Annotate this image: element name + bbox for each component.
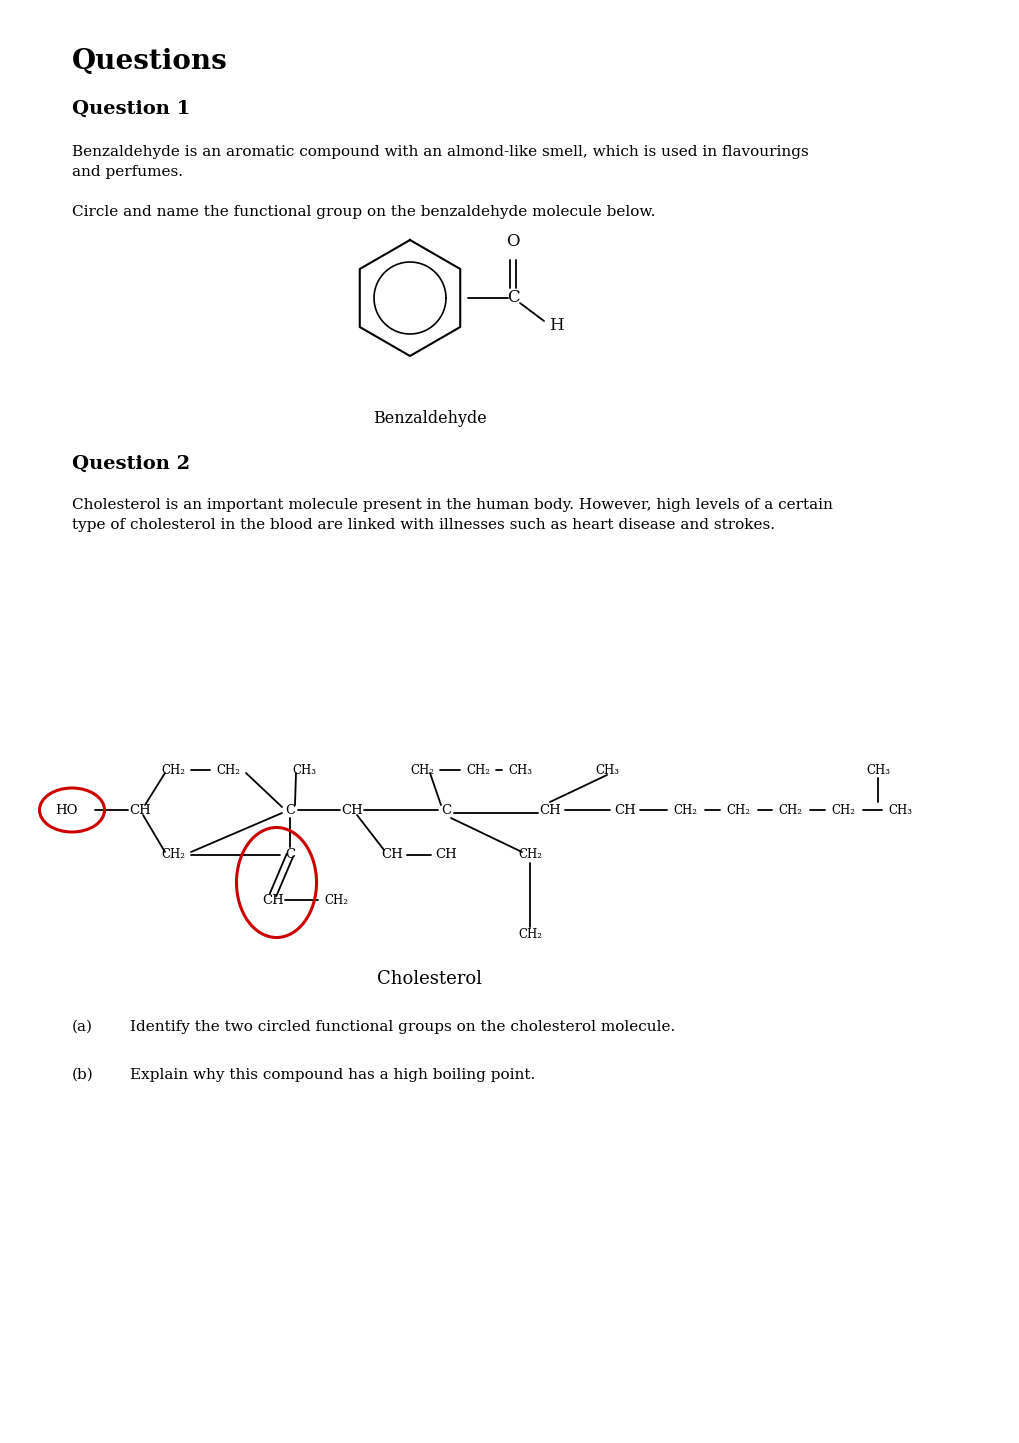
Text: CH₂: CH₂ — [161, 848, 184, 861]
Text: CH₂: CH₂ — [410, 763, 433, 776]
Text: C: C — [284, 848, 294, 861]
Text: CH₂: CH₂ — [830, 804, 854, 817]
Text: CH₂: CH₂ — [726, 804, 749, 817]
Text: C: C — [506, 290, 519, 306]
Text: CH: CH — [129, 804, 151, 817]
Text: CH₂: CH₂ — [673, 804, 696, 817]
Text: O: O — [505, 234, 520, 251]
Text: CH₂: CH₂ — [777, 804, 801, 817]
Text: CH: CH — [340, 804, 363, 817]
Text: Question 2: Question 2 — [72, 455, 190, 473]
Text: H: H — [548, 317, 562, 335]
Text: CH₂: CH₂ — [518, 928, 541, 941]
Text: C: C — [440, 804, 450, 817]
Text: Questions: Questions — [72, 48, 227, 75]
Text: CH: CH — [539, 804, 560, 817]
Text: CH₃: CH₃ — [507, 763, 532, 776]
Text: CH: CH — [262, 893, 283, 906]
Text: Circle and name the functional group on the benzaldehyde molecule below.: Circle and name the functional group on … — [72, 205, 655, 219]
Text: Identify the two circled functional groups on the cholesterol molecule.: Identify the two circled functional grou… — [129, 1020, 675, 1035]
Text: CH: CH — [435, 848, 457, 861]
Text: CH₂: CH₂ — [216, 763, 239, 776]
Text: (a): (a) — [72, 1020, 93, 1035]
Text: (b): (b) — [72, 1068, 94, 1082]
Text: CH₂: CH₂ — [466, 763, 489, 776]
Text: CH: CH — [381, 848, 403, 861]
Text: CH₃: CH₃ — [291, 763, 316, 776]
Text: CH₂: CH₂ — [324, 893, 347, 906]
Text: CH₂: CH₂ — [518, 848, 541, 861]
Text: CH₃: CH₃ — [888, 804, 911, 817]
Text: Question 1: Question 1 — [72, 100, 191, 118]
Text: CH₃: CH₃ — [594, 763, 619, 776]
Text: C: C — [284, 804, 294, 817]
Text: CH₃: CH₃ — [865, 763, 890, 776]
Text: Benzaldehyde is an aromatic compound with an almond-like smell, which is used in: Benzaldehyde is an aromatic compound wit… — [72, 144, 808, 179]
Text: Cholesterol: Cholesterol — [377, 970, 482, 988]
Text: Benzaldehyde: Benzaldehyde — [373, 410, 486, 427]
Text: Cholesterol is an important molecule present in the human body. However, high le: Cholesterol is an important molecule pre… — [72, 498, 833, 532]
Text: Explain why this compound has a high boiling point.: Explain why this compound has a high boi… — [129, 1068, 535, 1082]
Text: CH₂: CH₂ — [161, 763, 184, 776]
Text: CH: CH — [613, 804, 635, 817]
Text: HO: HO — [55, 804, 77, 817]
